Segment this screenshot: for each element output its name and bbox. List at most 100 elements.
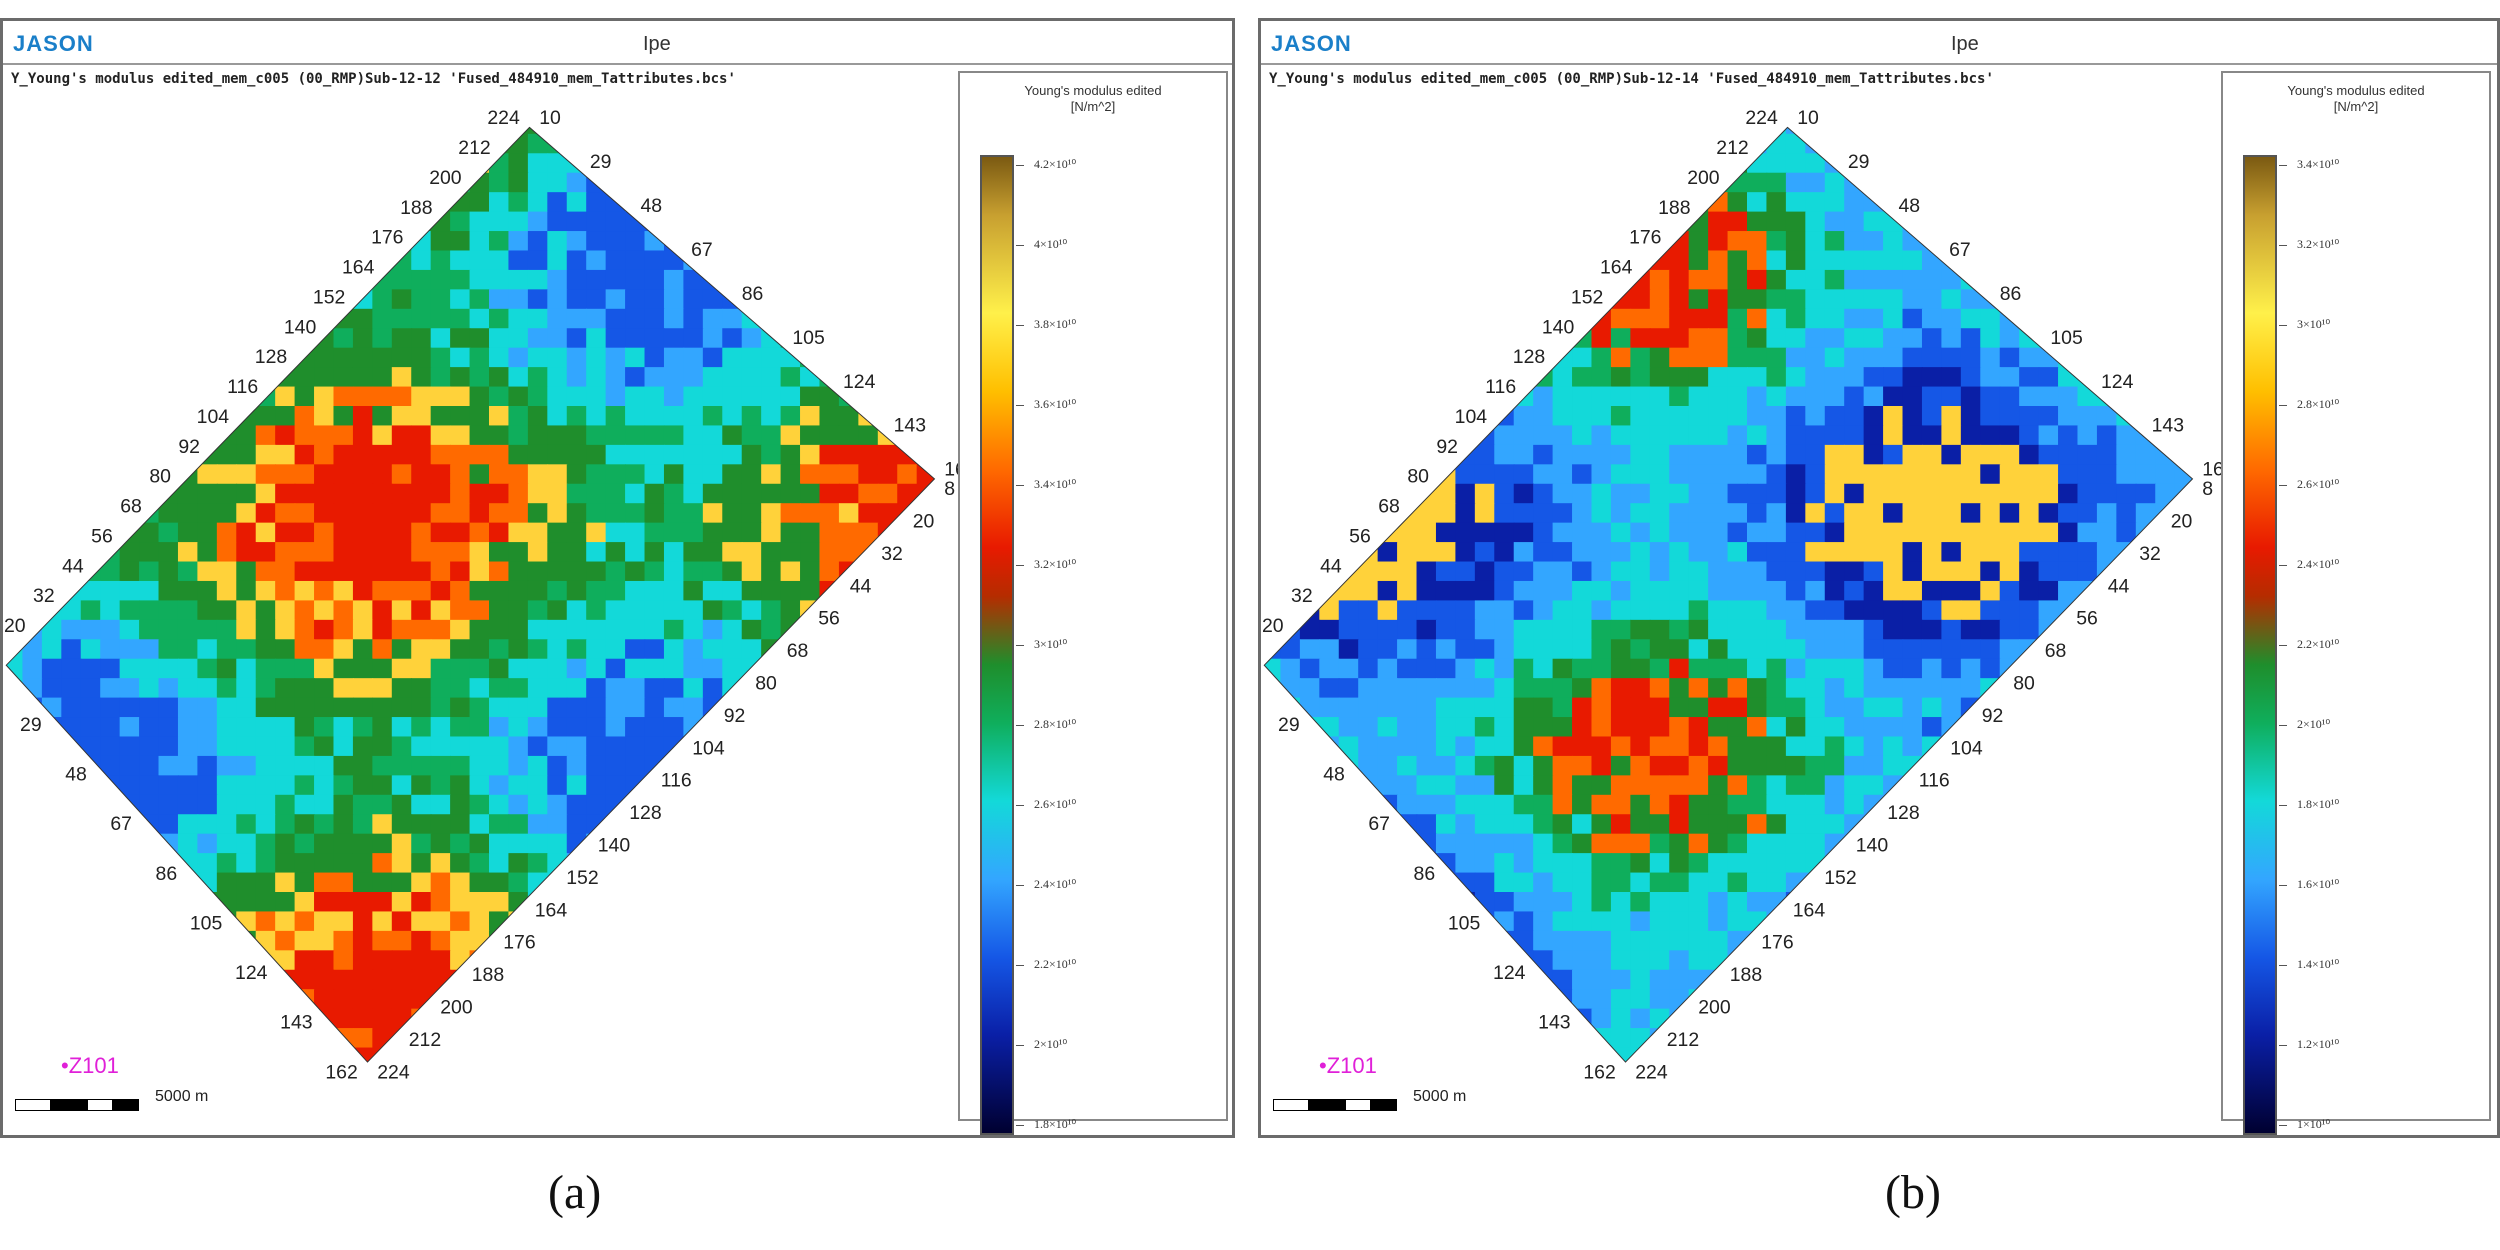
map-cell xyxy=(255,464,276,485)
map-cell xyxy=(1999,328,2020,349)
map-cell xyxy=(177,775,199,796)
map-cell xyxy=(625,678,646,699)
map-cell xyxy=(1358,697,1379,718)
map-cell xyxy=(1630,269,1651,291)
map-cell xyxy=(1299,717,1321,738)
map-cell xyxy=(586,289,607,310)
map-cell xyxy=(450,658,471,679)
map-cell xyxy=(236,814,257,835)
map-cell xyxy=(2019,231,2040,252)
map-cell xyxy=(469,347,490,368)
map-cell xyxy=(1610,127,1632,135)
map-cell xyxy=(1533,619,1554,641)
inline-axis-label: 212 xyxy=(458,137,490,159)
map-cell xyxy=(255,425,276,446)
map-cell xyxy=(1688,308,1709,330)
map-cell xyxy=(1591,717,1612,738)
map-cell xyxy=(761,542,782,563)
map-cell xyxy=(1844,522,1865,543)
map-cell xyxy=(936,173,956,193)
map-cell xyxy=(547,619,568,641)
map-cell xyxy=(897,930,918,952)
map-cell xyxy=(2058,580,2079,602)
map-cell xyxy=(1299,930,1321,952)
map-cell xyxy=(2194,814,2214,834)
attribute-map-a[interactable]: 2242122001881761641521401281161049280685… xyxy=(3,21,973,1121)
map-cell xyxy=(294,639,315,660)
map-cell xyxy=(1688,367,1709,388)
map-cell xyxy=(236,503,257,524)
map-cell xyxy=(1864,1067,1884,1087)
map-cell xyxy=(41,127,63,135)
map-cell xyxy=(2135,853,2157,874)
map-cell xyxy=(2194,348,2214,368)
survey-outline xyxy=(5,126,936,1063)
map-cell xyxy=(1455,172,1476,193)
map-cell xyxy=(1533,444,1554,466)
map-cell xyxy=(391,619,413,641)
map-cell xyxy=(1766,561,1787,582)
map-cell xyxy=(1552,192,1573,213)
map-cell xyxy=(1649,619,1671,641)
map-cell xyxy=(508,192,529,213)
map-cell xyxy=(275,619,296,641)
map-cell xyxy=(391,853,413,874)
map-cell xyxy=(1921,153,1943,174)
map-cell xyxy=(1494,1047,1515,1063)
map-cell xyxy=(1416,639,1437,660)
map-cell xyxy=(2077,833,2098,854)
map-cell xyxy=(858,153,879,174)
map-cell xyxy=(838,444,860,466)
map-cell xyxy=(314,639,335,660)
map-cell xyxy=(1785,736,1807,757)
map-cell xyxy=(1824,736,1846,757)
map-cell xyxy=(139,678,160,699)
map-cell xyxy=(61,153,82,174)
map-cell xyxy=(1863,600,1884,621)
map-cell xyxy=(1378,1067,1398,1087)
map-cell xyxy=(1435,250,1457,271)
map-cell xyxy=(1494,833,1515,854)
map-cell xyxy=(80,133,102,155)
map-cell xyxy=(2155,989,2176,1010)
map-cell xyxy=(2096,833,2118,854)
map-cell xyxy=(314,483,335,505)
map-cell xyxy=(41,561,63,582)
map-cell xyxy=(1299,328,1321,349)
map-cell xyxy=(1533,658,1554,679)
map-cell xyxy=(6,192,24,213)
map-cell xyxy=(1397,522,1418,543)
map-cell xyxy=(1338,347,1360,368)
map-cell xyxy=(702,911,724,932)
map-cell xyxy=(430,425,451,446)
map-cell xyxy=(1902,172,1923,193)
map-cell xyxy=(2096,930,2118,952)
map-cell xyxy=(1883,619,1904,641)
map-cell xyxy=(1610,1028,1632,1049)
map-cell xyxy=(2058,561,2079,582)
map-cell xyxy=(22,503,43,524)
map-cell xyxy=(41,755,63,777)
map-cell xyxy=(1435,600,1457,621)
map-cell xyxy=(683,328,704,349)
map-cell xyxy=(838,1047,860,1063)
map-cell xyxy=(2019,814,2040,835)
map-cell xyxy=(411,892,432,913)
map-cell xyxy=(411,600,432,621)
map-cell xyxy=(2194,1028,2214,1048)
attribute-map-b[interactable]: 2242122001881761641521401281161049280685… xyxy=(1261,21,2231,1121)
map-cell xyxy=(1513,425,1534,446)
map-cell xyxy=(1435,678,1457,699)
map-cell xyxy=(702,464,724,485)
map-cell xyxy=(236,580,257,602)
map-cell xyxy=(1474,892,1496,913)
map-cell xyxy=(527,483,549,505)
map-cell xyxy=(916,172,935,193)
map-cell xyxy=(1299,1008,1321,1029)
map-cell xyxy=(1883,580,1904,602)
map-cell xyxy=(1572,308,1593,330)
legend-tick-label: 2.6×10¹⁰ xyxy=(1034,797,1077,811)
map-cell xyxy=(1960,950,1982,971)
map-cell xyxy=(917,1067,937,1087)
map-cell xyxy=(741,794,762,816)
